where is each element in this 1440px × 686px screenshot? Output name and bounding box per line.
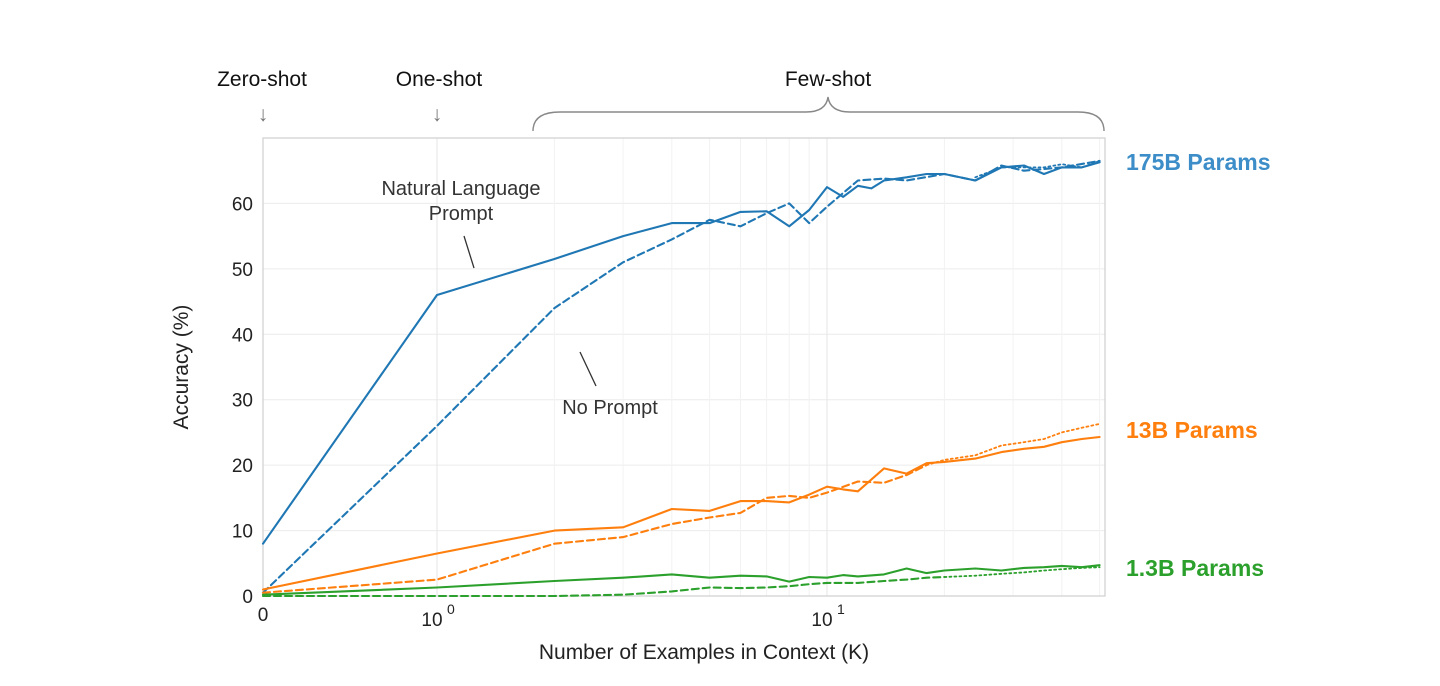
zero-shot-arrow-icon: ↓ bbox=[258, 103, 269, 126]
series-line-2-dotted bbox=[943, 566, 1101, 578]
series-line-2-solid bbox=[261, 564, 1101, 596]
y-tick-label: 10 bbox=[232, 522, 253, 543]
y-tick-label: 20 bbox=[232, 456, 253, 477]
few-shot-label: Few-shot bbox=[785, 68, 872, 91]
y-tick-label: 50 bbox=[232, 260, 253, 281]
tick-layer: 0 10 20 30 40 50 60 0 10 0 10 1 bbox=[232, 194, 845, 631]
series-line-0-dotted bbox=[974, 159, 1101, 179]
y-axis-title: Accuracy (%) bbox=[170, 305, 193, 430]
series-line-1-solid bbox=[261, 435, 1101, 591]
plot-frame bbox=[262, 137, 1106, 597]
y-tick-label: 60 bbox=[232, 194, 253, 215]
few-shot-brace bbox=[532, 96, 1105, 132]
label-13b-params: 13B Params bbox=[1126, 417, 1258, 443]
one-shot-arrow-icon: ↓ bbox=[432, 103, 443, 126]
no-prompt-pointer bbox=[579, 351, 597, 387]
zero-shot-label: Zero-shot bbox=[217, 68, 307, 91]
series-line-0-solid bbox=[261, 161, 1101, 545]
label-1-3b-params: 1.3B Params bbox=[1126, 555, 1264, 581]
no-prompt-annotation: No Prompt bbox=[562, 397, 658, 419]
y-tick-label: 0 bbox=[242, 587, 253, 608]
series-layer bbox=[261, 159, 1101, 598]
series-line-2-dashed bbox=[261, 575, 946, 598]
y-tick-label: 30 bbox=[232, 391, 253, 412]
x-tick-label-base: 10 bbox=[811, 610, 832, 631]
x-tick-label-exponent: 0 bbox=[447, 601, 455, 617]
x-tick-label: 0 bbox=[258, 605, 269, 626]
series-line-0-dashed bbox=[261, 159, 1101, 594]
series-line-1-dotted bbox=[925, 422, 1101, 467]
natural-language-annotation-line2: Prompt bbox=[429, 203, 494, 225]
x-axis-title: Number of Examples in Context (K) bbox=[539, 641, 869, 664]
x-tick-label-base: 10 bbox=[421, 610, 442, 631]
label-175b-params: 175B Params bbox=[1126, 149, 1271, 175]
x-tick-label-exponent: 1 bbox=[837, 601, 845, 617]
y-tick-label: 40 bbox=[232, 325, 253, 346]
one-shot-label: One-shot bbox=[396, 68, 483, 91]
natural-language-annotation-line1: Natural Language bbox=[381, 178, 540, 200]
grid-layer bbox=[263, 138, 1105, 597]
series-line-1-dashed bbox=[261, 464, 928, 594]
natural-language-pointer bbox=[463, 235, 475, 269]
